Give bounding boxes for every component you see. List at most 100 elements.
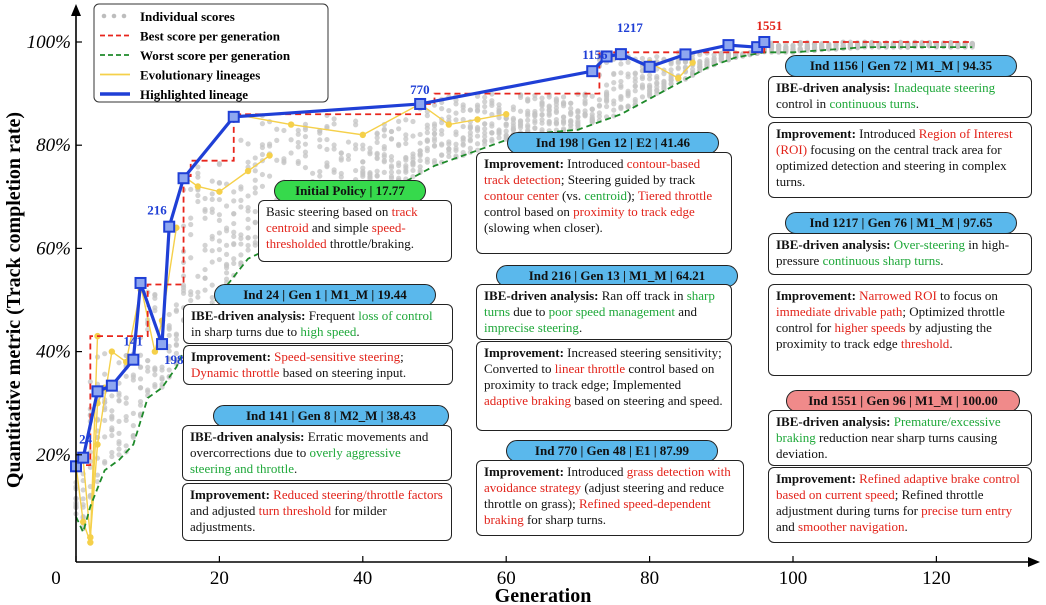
individual-score-point xyxy=(209,299,215,306)
individual-score-point xyxy=(611,80,617,86)
individual-score-point xyxy=(647,72,653,78)
individual-score-point xyxy=(410,167,416,174)
y-tick-label: 100% xyxy=(27,32,71,53)
annotation-ind198-improvement: Improvement: Introduced contour-based tr… xyxy=(476,152,732,254)
individual-score-point xyxy=(560,99,567,106)
individual-score-point xyxy=(94,416,101,422)
individual-score-point xyxy=(905,44,911,50)
point-label: 24 xyxy=(79,432,93,447)
individual-score-point xyxy=(188,186,194,192)
individual-score-point xyxy=(152,292,158,298)
individual-score-point xyxy=(582,101,588,107)
individual-score-point xyxy=(102,351,108,357)
individual-score-point xyxy=(474,141,481,147)
individual-score-point xyxy=(145,387,151,393)
individual-score-point xyxy=(603,98,610,105)
individual-score-point xyxy=(474,133,481,139)
highlighted-lineage-point xyxy=(643,60,656,73)
individual-score-point xyxy=(245,193,251,199)
individual-score-point xyxy=(195,174,201,180)
individual-score-point xyxy=(596,103,603,109)
individual-score-point xyxy=(116,390,122,396)
individual-score-point xyxy=(302,141,309,147)
individual-score-point xyxy=(510,104,516,110)
individual-score-point xyxy=(446,139,452,145)
individual-score-point xyxy=(252,242,258,248)
individual-score-point xyxy=(216,230,222,236)
individual-score-point xyxy=(883,44,889,50)
individual-score-point xyxy=(668,80,674,87)
individual-score-point xyxy=(259,144,266,151)
individual-score-point xyxy=(238,204,244,210)
individual-score-point xyxy=(116,418,122,424)
individual-score-point xyxy=(546,119,552,125)
individual-score-point xyxy=(259,121,266,127)
individual-score-point xyxy=(417,140,423,146)
individual-score-point xyxy=(166,332,172,338)
individual-score-point xyxy=(166,356,172,362)
individual-score-point xyxy=(102,371,108,377)
individual-score-point xyxy=(417,157,423,164)
individual-score-point xyxy=(539,127,545,133)
individual-score-point xyxy=(539,107,545,113)
individual-score-point xyxy=(611,71,617,77)
individual-score-point xyxy=(675,66,681,72)
individual-score-point xyxy=(109,413,115,419)
point-labels: 24 141 198 216 770 1156 1217 1551 xyxy=(79,18,782,447)
individual-score-point xyxy=(482,109,488,115)
individual-score-point xyxy=(238,252,244,258)
individual-score-point xyxy=(238,137,244,143)
highlighted-lineage-point xyxy=(600,50,613,63)
legend: Individual scores Best score per generati… xyxy=(93,3,329,103)
individual-score-point xyxy=(639,85,646,91)
individual-score-point xyxy=(697,52,703,58)
individual-score-point xyxy=(231,256,237,262)
individual-score-point xyxy=(317,173,323,179)
individual-score-point xyxy=(231,189,237,195)
individual-score-point xyxy=(374,168,380,174)
individual-score-point xyxy=(417,164,423,170)
individual-score-point xyxy=(532,125,538,132)
legend-box xyxy=(93,3,329,103)
x-tick-label: 60 xyxy=(497,568,516,589)
individual-score-point xyxy=(195,170,201,176)
individual-score-point xyxy=(152,365,158,371)
individual-score-point xyxy=(890,42,896,48)
individual-score-point xyxy=(747,51,753,58)
individual-score-point xyxy=(281,158,287,164)
individual-score-point xyxy=(238,197,244,203)
individual-score-point xyxy=(159,364,165,370)
individual-score-point xyxy=(553,96,559,102)
individual-score-point xyxy=(238,184,244,190)
individual-score-point xyxy=(632,88,638,94)
individual-score-point xyxy=(403,117,409,123)
individual-score-point xyxy=(568,110,574,116)
individual-score-point xyxy=(245,141,251,147)
individual-score-point xyxy=(410,154,416,160)
y-tick-label: 40% xyxy=(36,342,71,363)
individual-score-point xyxy=(109,408,115,414)
individual-score-point xyxy=(675,59,681,65)
individual-score-point xyxy=(145,357,151,364)
individual-score-point xyxy=(553,101,559,108)
individual-score-point xyxy=(381,157,387,164)
annotation-ind216-improvement: Improvement: Increased steering sensitiv… xyxy=(476,341,732,431)
individual-score-point xyxy=(353,118,359,124)
individual-score-point xyxy=(474,108,481,114)
individual-score-point xyxy=(209,294,215,301)
individual-score-point xyxy=(632,83,638,89)
individual-score-point xyxy=(216,238,222,244)
individual-score-point xyxy=(231,233,237,240)
individual-score-point xyxy=(152,382,158,388)
individual-score-point xyxy=(367,151,373,157)
individual-score-point xyxy=(245,235,251,241)
individual-score-point xyxy=(439,127,445,134)
individual-score-point xyxy=(216,161,222,168)
individual-score-point xyxy=(137,364,144,370)
individual-score-point xyxy=(331,116,337,122)
individual-score-point xyxy=(202,287,208,293)
highlighted-lineage-point xyxy=(91,385,104,398)
individual-score-point xyxy=(546,111,552,117)
annotation-ind141-improvement: Improvement: Reduced steering/throttle f… xyxy=(182,483,452,541)
individual-score-point xyxy=(259,171,266,178)
